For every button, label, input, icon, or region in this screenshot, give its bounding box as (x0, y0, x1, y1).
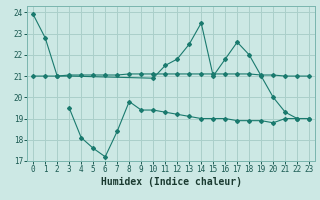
X-axis label: Humidex (Indice chaleur): Humidex (Indice chaleur) (101, 177, 242, 187)
